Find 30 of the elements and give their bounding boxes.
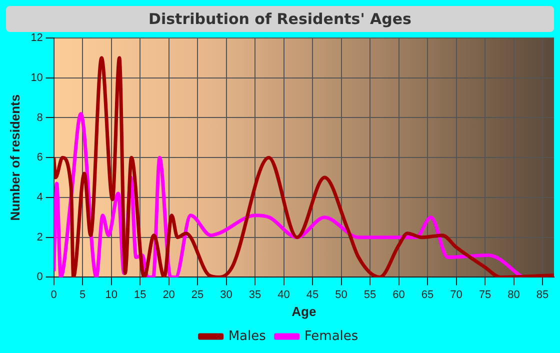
- x-tick-label: 35: [248, 288, 262, 301]
- x-tick-label: 20: [162, 288, 175, 301]
- legend-label: Males: [228, 328, 266, 344]
- y-tick-label: 12: [30, 32, 43, 44]
- y-tick-label: 4: [36, 192, 43, 204]
- x-tick-label: 75: [478, 288, 492, 301]
- x-tick-label: 65: [421, 288, 434, 301]
- y-tick-label: 2: [36, 231, 43, 244]
- y-tick-label: 6: [36, 152, 43, 164]
- x-axis-title: Age: [292, 304, 316, 319]
- x-tick-label: 10: [105, 288, 118, 301]
- x-tick-label: 50: [335, 288, 348, 301]
- x-tick-label: 80: [508, 288, 520, 301]
- x-tick-label: 25: [191, 288, 204, 301]
- x-tick-label: 40: [278, 288, 290, 301]
- x-tick-label: 45: [306, 288, 319, 301]
- x-tick-label: 85: [536, 288, 549, 301]
- x-tick-label: 0: [50, 288, 57, 301]
- x-tick-label: 5: [80, 288, 86, 301]
- y-tick-label: 0: [36, 271, 43, 284]
- y-tick-label: 8: [36, 112, 43, 124]
- legend-label: Females: [304, 328, 358, 344]
- x-tick-label: 70: [450, 288, 462, 301]
- chart-title: Distribution of Residents' Ages: [6, 6, 554, 32]
- x-tick-label: 30: [220, 288, 232, 301]
- x-tick-label: 60: [392, 288, 405, 301]
- x-tick-label: 55: [364, 288, 376, 301]
- y-tick-label: 10: [30, 72, 43, 84]
- y-axis-title: Number of residents: [7, 94, 22, 221]
- x-tick-label: 15: [134, 288, 146, 301]
